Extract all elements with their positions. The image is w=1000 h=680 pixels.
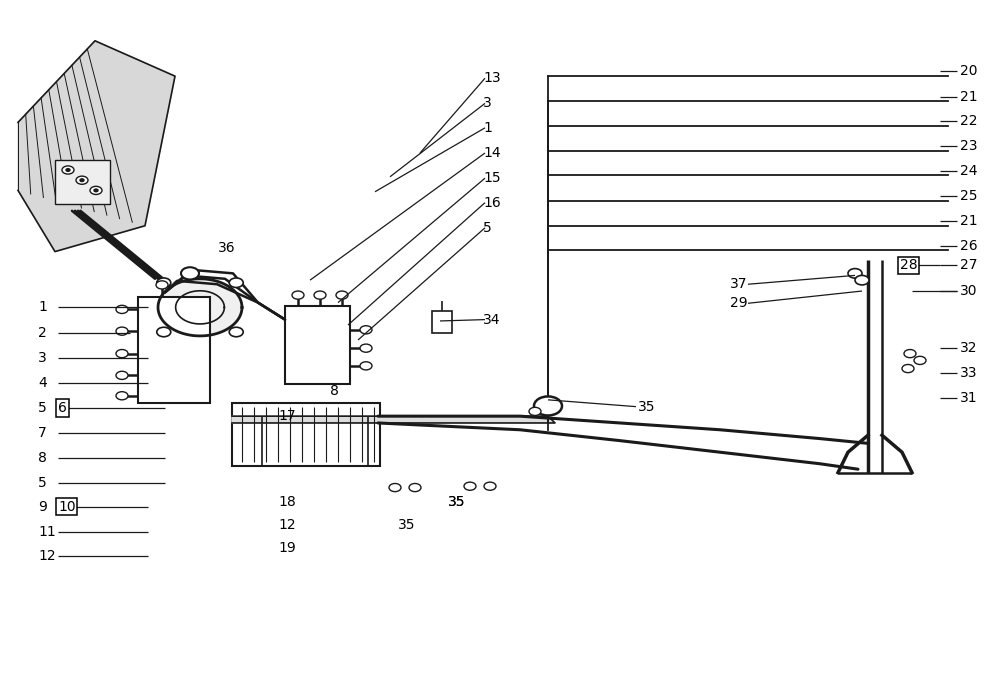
- Circle shape: [80, 179, 84, 182]
- Circle shape: [116, 305, 128, 313]
- Text: 35: 35: [448, 495, 466, 509]
- Text: 36: 36: [218, 241, 236, 255]
- Circle shape: [157, 278, 171, 288]
- Circle shape: [902, 364, 914, 373]
- Circle shape: [360, 344, 372, 352]
- Circle shape: [409, 483, 421, 492]
- Text: 14: 14: [483, 146, 501, 160]
- Polygon shape: [158, 279, 242, 336]
- Text: 37: 37: [730, 277, 748, 291]
- Text: 32: 32: [960, 341, 978, 355]
- Circle shape: [360, 362, 372, 370]
- Text: 27: 27: [960, 258, 978, 272]
- Circle shape: [116, 350, 128, 358]
- Circle shape: [229, 327, 243, 337]
- Circle shape: [848, 269, 862, 278]
- Circle shape: [314, 291, 326, 299]
- Polygon shape: [18, 41, 175, 252]
- Text: 17: 17: [278, 409, 296, 423]
- Text: 12: 12: [278, 518, 296, 532]
- Circle shape: [464, 482, 476, 490]
- Circle shape: [116, 392, 128, 400]
- Circle shape: [62, 166, 74, 174]
- Text: 21: 21: [960, 90, 978, 103]
- Bar: [55, 160, 110, 204]
- Text: 4: 4: [38, 376, 47, 390]
- Circle shape: [914, 356, 926, 364]
- Bar: [285, 306, 350, 384]
- Text: 24: 24: [960, 165, 978, 178]
- Bar: [432, 311, 452, 333]
- Polygon shape: [232, 416, 555, 423]
- Circle shape: [292, 291, 304, 299]
- Circle shape: [66, 169, 70, 171]
- Text: 8: 8: [330, 384, 339, 398]
- Text: 2: 2: [38, 326, 47, 340]
- Text: 29: 29: [730, 296, 748, 310]
- Text: 28: 28: [900, 258, 918, 272]
- Circle shape: [229, 278, 243, 288]
- Circle shape: [76, 176, 88, 184]
- Text: 6: 6: [58, 401, 67, 415]
- Text: 20: 20: [960, 65, 978, 78]
- Text: 3: 3: [38, 352, 47, 365]
- Circle shape: [534, 396, 562, 415]
- Circle shape: [484, 482, 496, 490]
- Text: 3: 3: [483, 97, 492, 110]
- Circle shape: [157, 327, 171, 337]
- Text: 11: 11: [38, 525, 56, 539]
- Circle shape: [116, 327, 128, 335]
- Text: 12: 12: [38, 549, 56, 563]
- Text: 7: 7: [38, 426, 47, 440]
- Circle shape: [855, 275, 869, 285]
- Text: 8: 8: [38, 451, 47, 464]
- Circle shape: [116, 371, 128, 379]
- Text: 34: 34: [483, 313, 501, 326]
- Text: 15: 15: [483, 171, 501, 185]
- Text: 5: 5: [38, 401, 47, 415]
- Text: 16: 16: [483, 196, 501, 209]
- Text: 5: 5: [38, 476, 47, 490]
- Text: 22: 22: [960, 114, 978, 128]
- Text: 1: 1: [38, 301, 47, 314]
- Circle shape: [90, 186, 102, 194]
- Circle shape: [389, 483, 401, 492]
- Text: 33: 33: [960, 366, 978, 379]
- Text: 21: 21: [960, 214, 978, 228]
- Text: 35: 35: [638, 400, 656, 413]
- Text: 13: 13: [483, 71, 501, 85]
- Text: 35: 35: [398, 518, 416, 532]
- Text: 26: 26: [960, 239, 978, 253]
- Circle shape: [904, 350, 916, 358]
- Circle shape: [336, 291, 348, 299]
- Circle shape: [94, 189, 98, 192]
- Text: 5: 5: [483, 221, 492, 235]
- Text: 23: 23: [960, 139, 978, 153]
- Text: 25: 25: [960, 189, 978, 203]
- Text: 10: 10: [58, 500, 76, 513]
- Circle shape: [181, 267, 199, 279]
- Text: 35: 35: [448, 495, 466, 509]
- Text: 1: 1: [483, 121, 492, 135]
- Bar: [232, 403, 380, 466]
- Text: 31: 31: [960, 391, 978, 405]
- Text: 9: 9: [38, 500, 47, 513]
- Circle shape: [529, 407, 541, 415]
- Text: 18: 18: [278, 495, 296, 509]
- Circle shape: [360, 326, 372, 334]
- Text: 30: 30: [960, 284, 978, 298]
- Bar: [138, 297, 210, 403]
- Circle shape: [156, 281, 168, 289]
- Text: 19: 19: [278, 541, 296, 555]
